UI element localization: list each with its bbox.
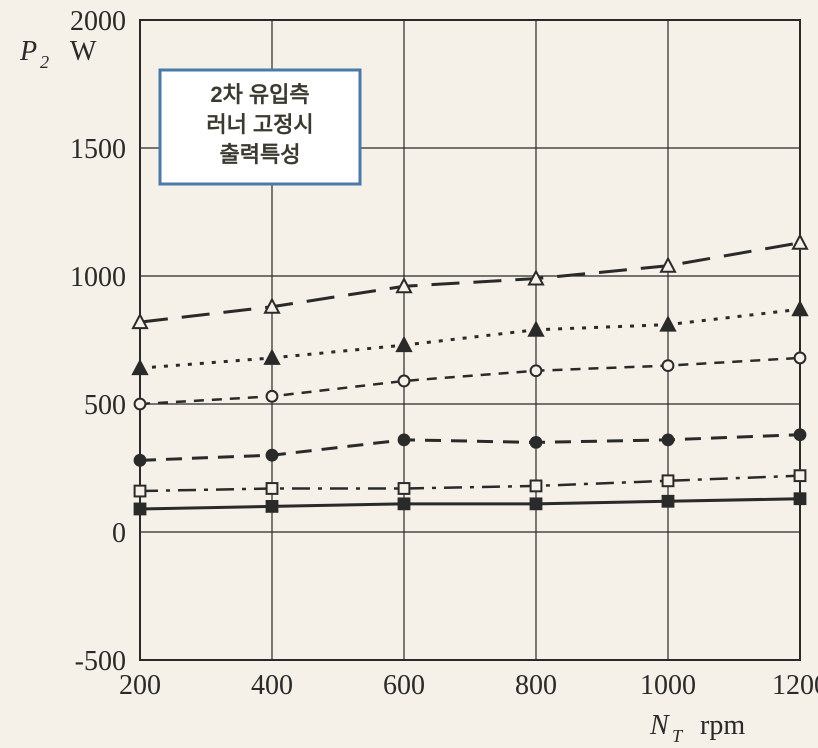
svg-text:W: W bbox=[70, 36, 97, 67]
x-tick-label: 600 bbox=[383, 670, 425, 701]
svg-text:P: P bbox=[19, 36, 37, 67]
y-tick-label: 2000 bbox=[70, 6, 126, 37]
chart-container: 20040060080010001200-5000500100015002000… bbox=[0, 0, 818, 748]
x-tick-label: 1000 bbox=[640, 670, 696, 701]
y-tick-label: 1500 bbox=[70, 134, 126, 165]
svg-text:N: N bbox=[649, 710, 670, 741]
y-tick-label: 1000 bbox=[70, 262, 126, 293]
x-tick-label: 1200 bbox=[772, 670, 818, 701]
legend-text-line: 러너 고정시 bbox=[206, 112, 313, 137]
legend-text-line: 2차 유입측 bbox=[210, 82, 309, 107]
x-tick-label: 400 bbox=[251, 670, 293, 701]
legend-text-line: 출력특성 bbox=[220, 142, 301, 167]
svg-text:rpm: rpm bbox=[700, 710, 745, 741]
chart-svg: 20040060080010001200-5000500100015002000… bbox=[0, 0, 818, 748]
y-tick-label: 0 bbox=[112, 518, 126, 549]
svg-text:2: 2 bbox=[40, 52, 49, 72]
x-tick-label: 800 bbox=[515, 670, 557, 701]
y-tick-label: 500 bbox=[84, 390, 126, 421]
y-tick-label: -500 bbox=[75, 646, 126, 677]
